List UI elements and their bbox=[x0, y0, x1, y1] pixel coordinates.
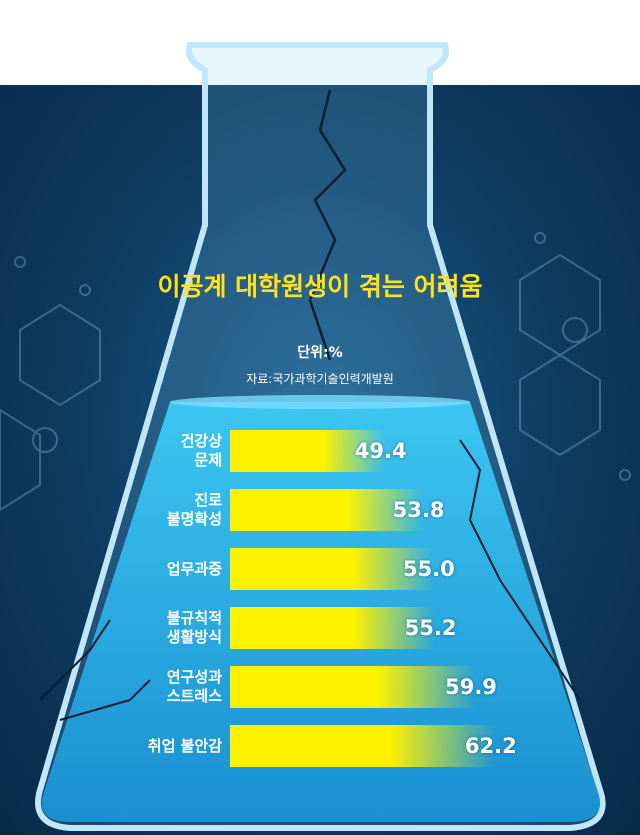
bar bbox=[230, 489, 423, 531]
crack bbox=[459, 439, 581, 701]
bar bbox=[230, 725, 495, 767]
crack bbox=[39, 619, 151, 721]
value-label: 55.2 bbox=[404, 616, 457, 640]
category-label: 불규칙적 생활방식 bbox=[166, 609, 222, 646]
bar bbox=[230, 666, 476, 708]
chart-title: 이공계 대학원생이 겪는 어려움 bbox=[157, 272, 483, 301]
crack bbox=[308, 89, 347, 361]
molecule-left-icon bbox=[0, 256, 101, 512]
unit-label: 단위:% bbox=[297, 345, 343, 361]
value-label: 55.0 bbox=[402, 557, 455, 581]
category-label: 연구성과 스트레스 bbox=[166, 668, 222, 705]
value-label: 62.2 bbox=[464, 734, 517, 758]
bar bbox=[230, 607, 435, 649]
category-label: 업무과중 bbox=[166, 559, 222, 578]
category-label: 진로 불명확성 bbox=[166, 491, 222, 528]
bar bbox=[230, 430, 385, 472]
category-label: 취업 불안감 bbox=[147, 736, 222, 755]
value-label: 53.8 bbox=[392, 498, 445, 522]
source-label: 자료:국가과학기술인력개발원 bbox=[246, 372, 394, 386]
value-label: 59.9 bbox=[445, 675, 497, 699]
bar bbox=[230, 548, 433, 590]
value-label: 49.4 bbox=[354, 439, 407, 463]
category-label: 건강상 문제 bbox=[180, 432, 222, 469]
molecule-right-icon bbox=[519, 232, 631, 481]
